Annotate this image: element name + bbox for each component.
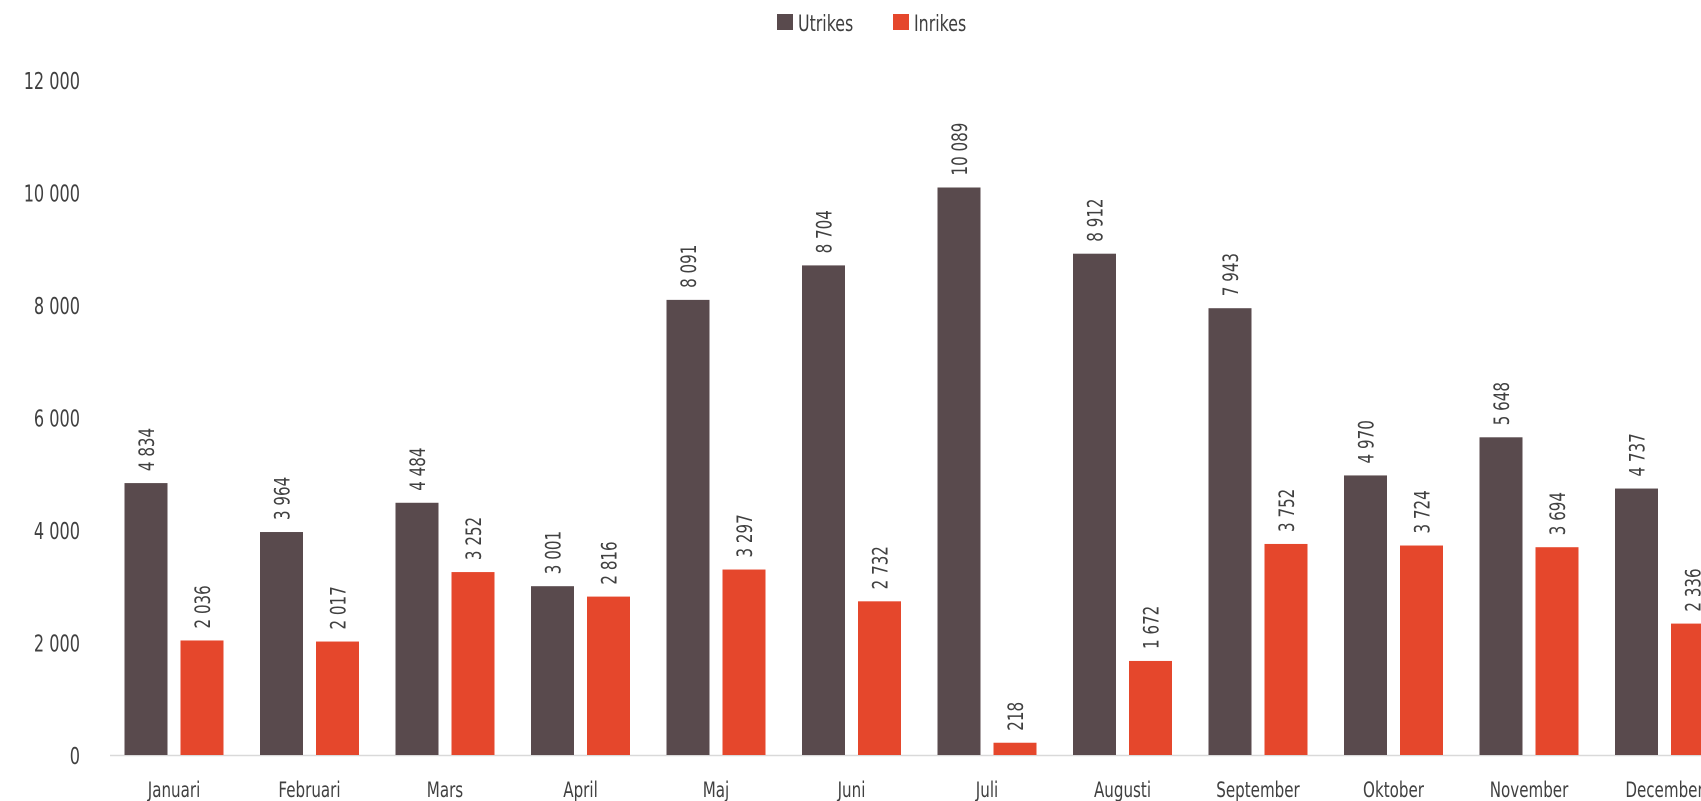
bar-utrikes-januari <box>124 483 168 755</box>
data-label: 7 943 <box>1220 253 1244 296</box>
data-label: 3 297 <box>734 514 758 557</box>
data-label: 5 648 <box>1491 382 1515 425</box>
data-label: 3 724 <box>1411 490 1435 533</box>
bars <box>124 187 1701 755</box>
data-label: 8 091 <box>678 245 702 288</box>
data-label: 4 970 <box>1355 420 1379 463</box>
data-label: 2 017 <box>327 586 351 629</box>
x-axis: Januari Februari Mars April Maj Juni Juli Augus… <box>147 779 1701 801</box>
y-tick-label: 8 000 <box>34 293 80 320</box>
legend-label-inrikes: Inrikes <box>914 10 966 36</box>
x-tick-label: Mars <box>427 779 463 801</box>
bar-inrikes-september <box>1264 543 1308 755</box>
y-tick-label: 12 000 <box>24 68 80 95</box>
bar-utrikes-mars <box>395 502 439 755</box>
data-label: 10 089 <box>949 123 973 176</box>
x-tick-label: Juli <box>975 779 998 801</box>
bar-inrikes-juli <box>993 742 1037 755</box>
data-label: 8 912 <box>1084 198 1108 241</box>
bar-utrikes-december <box>1615 488 1658 755</box>
x-tick-label: September <box>1216 779 1300 801</box>
x-tick-label: Maj <box>703 779 729 801</box>
bar-utrikes-november <box>1479 437 1523 755</box>
data-label: 3 694 <box>1547 492 1571 535</box>
bar-utrikes-juni <box>802 265 845 755</box>
bar-utrikes-juli <box>937 187 981 755</box>
x-tick-label: November <box>1490 779 1569 801</box>
data-label: 4 737 <box>1626 433 1650 476</box>
x-tick-label: December <box>1625 779 1701 801</box>
bar-utrikes-oktober <box>1344 475 1387 755</box>
bar-utrikes-maj <box>666 299 710 755</box>
data-label: 8 704 <box>813 210 837 253</box>
bar-inrikes-december <box>1671 623 1701 755</box>
data-label: 3 964 <box>271 477 295 520</box>
bar-inrikes-februari <box>316 641 359 755</box>
legend-swatch-utrikes <box>777 14 793 30</box>
bar-utrikes-april <box>531 586 574 755</box>
bar-inrikes-mars <box>451 572 495 755</box>
data-label: 3 252 <box>463 517 487 560</box>
data-label: 1 672 <box>1140 606 1164 649</box>
data-label: 3 752 <box>1276 489 1300 532</box>
data-label: 2 336 <box>1682 568 1701 611</box>
data-label: 2 036 <box>192 585 216 628</box>
legend: Utrikes Inrikes <box>777 10 966 37</box>
x-tick-label: Januari <box>147 779 200 801</box>
y-tick-label: 4 000 <box>34 518 80 545</box>
data-labels: 4 834 2 036 3 964 2 017 4 484 3 252 3 001 2 816… <box>136 123 1701 731</box>
y-axis: 0 2 000 4 000 6 000 8 000 10 000 12 000 <box>24 68 80 770</box>
x-tick-label: Oktober <box>1363 779 1424 801</box>
y-tick-label: 6 000 <box>34 406 80 433</box>
bar-inrikes-oktober <box>1400 545 1443 755</box>
bar-inrikes-maj <box>722 569 766 755</box>
bar-inrikes-juni <box>858 601 901 755</box>
bar-utrikes-augusti <box>1073 253 1116 755</box>
y-tick-label: 2 000 <box>34 631 80 658</box>
data-label: 218 <box>1005 702 1029 731</box>
bar-inrikes-november <box>1535 547 1579 755</box>
bar-inrikes-april <box>587 596 630 755</box>
legend-swatch-inrikes <box>893 14 909 30</box>
data-label: 2 816 <box>598 541 622 584</box>
y-tick-label: 10 000 <box>24 181 80 208</box>
x-tick-label: Februari <box>278 779 340 801</box>
x-tick-label: Juni <box>837 779 866 801</box>
y-tick-label: 0 <box>70 743 80 770</box>
x-tick-label: Augusti <box>1094 779 1151 801</box>
bar-utrikes-september <box>1208 308 1252 755</box>
data-label: 4 834 <box>136 428 160 471</box>
legend-label-utrikes: Utrikes <box>798 10 853 36</box>
bar-utrikes-februari <box>260 532 303 755</box>
bar-inrikes-augusti <box>1129 660 1172 755</box>
data-label: 2 732 <box>869 546 893 589</box>
data-label: 4 484 <box>407 448 431 491</box>
x-tick-label: April <box>563 779 598 801</box>
data-label: 3 001 <box>542 531 566 574</box>
bar-inrikes-januari <box>180 640 224 755</box>
